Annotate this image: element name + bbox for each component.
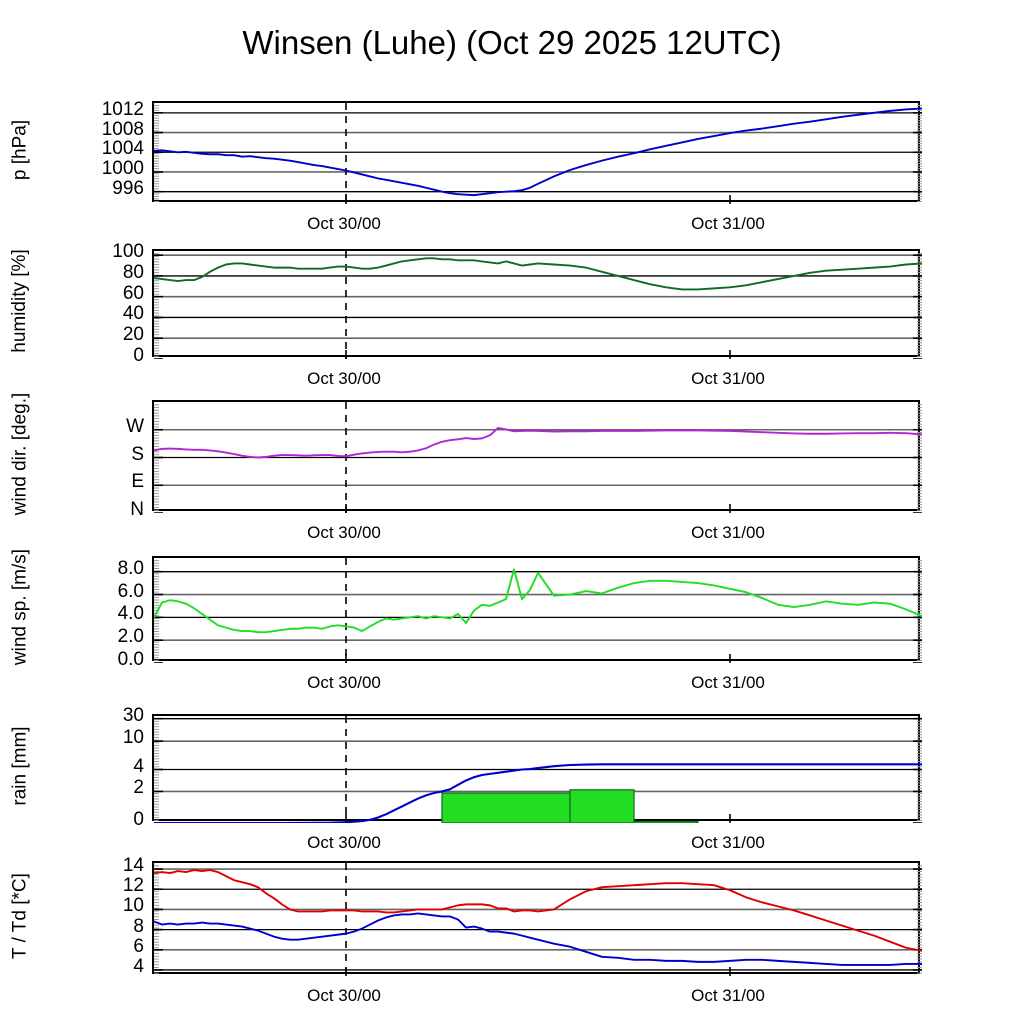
y-axis-label-rain: rain [mm]: [9, 725, 30, 806]
y-tick-label-rain: 0: [133, 809, 144, 830]
y-tick-label-temperature_dewpoint: 10: [122, 895, 144, 917]
x-tick-label: Oct 30/00: [307, 523, 381, 542]
series-line-humidity: [154, 257, 922, 291]
plot-area-wind_direction: [152, 400, 922, 513]
x-tick-label: Oct 31/00: [691, 986, 765, 1005]
series-line-T: [154, 869, 922, 952]
y-tick-label-wind_speed: 4.0: [117, 603, 144, 625]
plot-area-wind_speed: [152, 556, 922, 663]
x-tick-label: Oct 30/00: [307, 673, 381, 692]
y-tick-label-rain: 4: [133, 755, 144, 777]
x-tick-label: Oct 31/00: [691, 833, 765, 852]
plot-svg-rain: [154, 716, 922, 823]
y-tick-label-temperature_dewpoint: 14: [122, 855, 144, 877]
x-tick-label: Oct 31/00: [691, 369, 765, 388]
y-tick-label-rain: 30: [122, 704, 144, 726]
plot-area-rain: [152, 714, 922, 823]
x-tick-label: Oct 31/00: [691, 523, 765, 542]
series-line-Td: [154, 912, 922, 966]
rain-cumulative-line: [154, 763, 922, 823]
plot-area-temperature_dewpoint: [152, 861, 922, 976]
y-tick-label-temperature_dewpoint: 6: [133, 935, 144, 957]
rain-bar: [633, 820, 699, 823]
y-tick-label-wind_direction: N: [130, 499, 144, 520]
plot-svg-wind_direction: [154, 402, 922, 513]
y-axis-label-humidity: humidity [%]: [9, 249, 30, 353]
y-tick-label-wind_speed: 8.0: [117, 557, 144, 579]
series-line-wind_speed: [154, 568, 922, 634]
y-tick-label-pressure: 1004: [101, 138, 144, 160]
y-tick-label-humidity: 80: [122, 261, 144, 283]
page-title: Winsen (Luhe) (Oct 29 2025 12UTC): [242, 24, 782, 61]
y-tick-label-temperature_dewpoint: 8: [133, 915, 144, 937]
y-tick-label-rain: 10: [122, 727, 144, 749]
x-tick-label: Oct 31/00: [691, 673, 765, 692]
y-tick-label-humidity: 0: [133, 345, 144, 366]
y-tick-label-rain: 2: [133, 777, 144, 799]
series-line-pressure: [154, 107, 922, 197]
y-tick-label-pressure: 1008: [101, 118, 144, 140]
y-axis-label-wind_direction: wind dir. [deg.]: [9, 392, 30, 515]
y-tick-label-wind_speed: 6.0: [117, 580, 144, 602]
y-tick-label-humidity: 60: [122, 282, 144, 304]
y-tick-label-temperature_dewpoint: 12: [122, 875, 144, 897]
plot-area-humidity: [152, 249, 922, 359]
y-tick-label-pressure: 1000: [101, 157, 144, 179]
x-tick-label: Oct 30/00: [307, 214, 381, 233]
y-tick-label-wind_direction: W: [126, 415, 144, 437]
plot-area-pressure: [152, 101, 922, 204]
x-tick-label: Oct 31/00: [691, 214, 765, 233]
x-tick-label: Oct 30/00: [307, 986, 381, 1005]
y-tick-label-wind_direction: E: [131, 471, 144, 493]
y-axis-label-wind_speed: wind sp. [m/s]: [9, 548, 30, 665]
y-axis-label-temperature_dewpoint: T / Td [*C]: [9, 872, 30, 959]
rain-bar: [569, 789, 635, 823]
x-tick-label: Oct 30/00: [307, 369, 381, 388]
rain-bar: [441, 792, 571, 823]
y-tick-label-humidity: 20: [122, 324, 144, 346]
y-tick-label-humidity: 40: [122, 303, 144, 325]
y-tick-label-wind_speed: 2.0: [117, 626, 144, 648]
y-tick-label-wind_direction: S: [131, 443, 144, 465]
y-tick-label-temperature_dewpoint: 4: [133, 955, 144, 977]
plot-svg-wind_speed: [154, 558, 922, 663]
y-tick-label-wind_speed: 0.0: [117, 649, 144, 670]
plot-svg-temperature_dewpoint: [154, 863, 922, 976]
series-line-wind_direction: [154, 426, 922, 459]
y-tick-label-pressure: 996: [112, 177, 144, 199]
y-tick-label-pressure: 1012: [101, 98, 144, 120]
plot-svg-humidity: [154, 251, 922, 359]
y-axis-label-pressure: p [hPa]: [9, 119, 30, 180]
x-tick-label: Oct 30/00: [307, 833, 381, 852]
plot-svg-pressure: [154, 103, 922, 204]
y-tick-label-humidity: 100: [112, 241, 144, 263]
